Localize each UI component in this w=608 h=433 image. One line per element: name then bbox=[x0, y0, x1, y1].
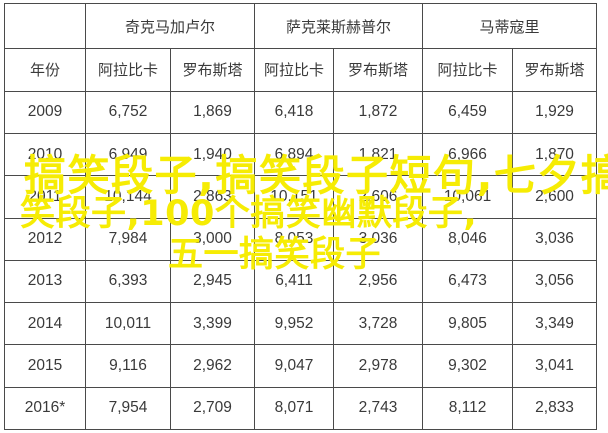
table-row: 2015 9,116 2,962 9,047 2,978 9,302 3,041 bbox=[4, 344, 598, 388]
value-cell: 6,966 bbox=[422, 132, 514, 177]
table-row: 2011 10,144 2,863 10,151 2,606 10,061 2,… bbox=[4, 175, 598, 219]
table-row: 2013 6,393 2,945 6,411 2,956 6,473 3,056 bbox=[4, 259, 598, 304]
value-cell: 7,984 bbox=[85, 217, 171, 261]
value-cell: 3,041 bbox=[512, 344, 598, 388]
value-cell: 6,418 bbox=[254, 90, 335, 134]
production-table: 奇克马加卢尔 萨克莱斯赫普尔 马蒂寇里 年份 阿拉比卡 罗布斯塔 阿拉比卡 罗布… bbox=[4, 2, 598, 431]
value-cell: 10,151 bbox=[254, 175, 335, 219]
value-cell: 3,728 bbox=[333, 302, 424, 346]
value-cell: 6,459 bbox=[422, 90, 514, 134]
value-cell: 7,954 bbox=[85, 386, 171, 431]
value-cell: 1,821 bbox=[333, 132, 424, 177]
value-cell: 2,962 bbox=[169, 344, 256, 388]
table-row: 2012 7,984 3,000 8,053 3,036 8,046 3,036 bbox=[4, 217, 598, 261]
year-cell: 2009 bbox=[4, 90, 86, 134]
value-cell: 1,929 bbox=[512, 90, 598, 134]
year-header-cell: 年份 bbox=[4, 48, 86, 92]
value-cell: 6,949 bbox=[85, 132, 171, 177]
subheader-robusta: 罗布斯塔 bbox=[333, 48, 424, 92]
value-cell: 9,805 bbox=[422, 302, 514, 346]
year-cell: 2014 bbox=[4, 302, 86, 346]
year-cell: 2012 bbox=[4, 217, 86, 261]
year-cell: 2010 bbox=[4, 132, 86, 177]
value-cell: 9,302 bbox=[422, 344, 514, 388]
subheader-arabica: 阿拉比卡 bbox=[422, 48, 514, 92]
value-cell: 8,112 bbox=[422, 386, 514, 431]
year-cell: 2013 bbox=[4, 259, 86, 304]
table-row: 2009 6,752 1,869 6,418 1,872 6,459 1,929 bbox=[4, 90, 598, 134]
value-cell: 9,952 bbox=[254, 302, 335, 346]
value-cell: 6,473 bbox=[422, 259, 514, 304]
value-cell: 3,399 bbox=[169, 302, 256, 346]
region-header-chikmagalur: 奇克马加卢尔 bbox=[84, 2, 256, 50]
value-cell: 1,870 bbox=[512, 132, 598, 177]
year-cell: 2015 bbox=[4, 344, 86, 388]
value-cell: 6,411 bbox=[254, 259, 335, 304]
year-cell: 2011 bbox=[4, 175, 86, 219]
value-cell: 3,036 bbox=[512, 217, 598, 261]
value-cell: 1,872 bbox=[333, 90, 424, 134]
value-cell: 3,056 bbox=[512, 259, 598, 304]
value-cell: 2,945 bbox=[169, 259, 256, 304]
value-cell: 2,743 bbox=[333, 386, 424, 431]
region-header-sakleshpur: 萨克莱斯赫普尔 bbox=[254, 2, 424, 50]
value-cell: 2,709 bbox=[169, 386, 256, 431]
subheader-robusta: 罗布斯塔 bbox=[169, 48, 256, 92]
year-cell: 2016* bbox=[4, 386, 86, 431]
value-cell: 2,600 bbox=[512, 175, 598, 219]
value-cell: 8,071 bbox=[254, 386, 335, 431]
table-row: 2016* 7,954 2,709 8,071 2,743 8,112 2,83… bbox=[4, 386, 598, 431]
value-cell: 3,000 bbox=[169, 217, 256, 261]
value-cell: 8,053 bbox=[254, 217, 335, 261]
value-cell: 2,978 bbox=[333, 344, 424, 388]
value-cell: 9,116 bbox=[85, 344, 171, 388]
subheader-arabica: 阿拉比卡 bbox=[254, 48, 335, 92]
value-cell: 10,061 bbox=[422, 175, 514, 219]
value-cell: 3,036 bbox=[333, 217, 424, 261]
value-cell: 1,940 bbox=[169, 132, 256, 177]
value-cell: 9,047 bbox=[254, 344, 335, 388]
value-cell: 6,393 bbox=[85, 259, 171, 304]
subheader-arabica: 阿拉比卡 bbox=[85, 48, 171, 92]
value-cell: 6,752 bbox=[85, 90, 171, 134]
table-row: 2010 6,949 1,940 6,894 1,821 6,966 1,870 bbox=[4, 132, 598, 177]
value-cell: 2,833 bbox=[512, 386, 598, 431]
table-row: 2014 10,011 3,399 9,952 3,728 9,805 3,34… bbox=[4, 302, 598, 346]
corner-cell bbox=[4, 2, 86, 50]
value-cell: 8,046 bbox=[422, 217, 514, 261]
subheader-robusta: 罗布斯塔 bbox=[512, 48, 598, 92]
value-cell: 10,144 bbox=[85, 175, 171, 219]
value-cell: 2,863 bbox=[169, 175, 256, 219]
value-cell: 1,869 bbox=[169, 90, 256, 134]
subheader-row: 年份 阿拉比卡 罗布斯塔 阿拉比卡 罗布斯塔 阿拉比卡 罗布斯塔 bbox=[4, 48, 598, 92]
value-cell: 2,956 bbox=[333, 259, 424, 304]
region-header-row: 奇克马加卢尔 萨克莱斯赫普尔 马蒂寇里 bbox=[4, 2, 598, 50]
value-cell: 3,349 bbox=[512, 302, 598, 346]
value-cell: 10,011 bbox=[85, 302, 171, 346]
region-header-madikeri: 马蒂寇里 bbox=[422, 2, 598, 50]
value-cell: 6,894 bbox=[254, 132, 335, 177]
value-cell: 2,606 bbox=[333, 175, 424, 219]
